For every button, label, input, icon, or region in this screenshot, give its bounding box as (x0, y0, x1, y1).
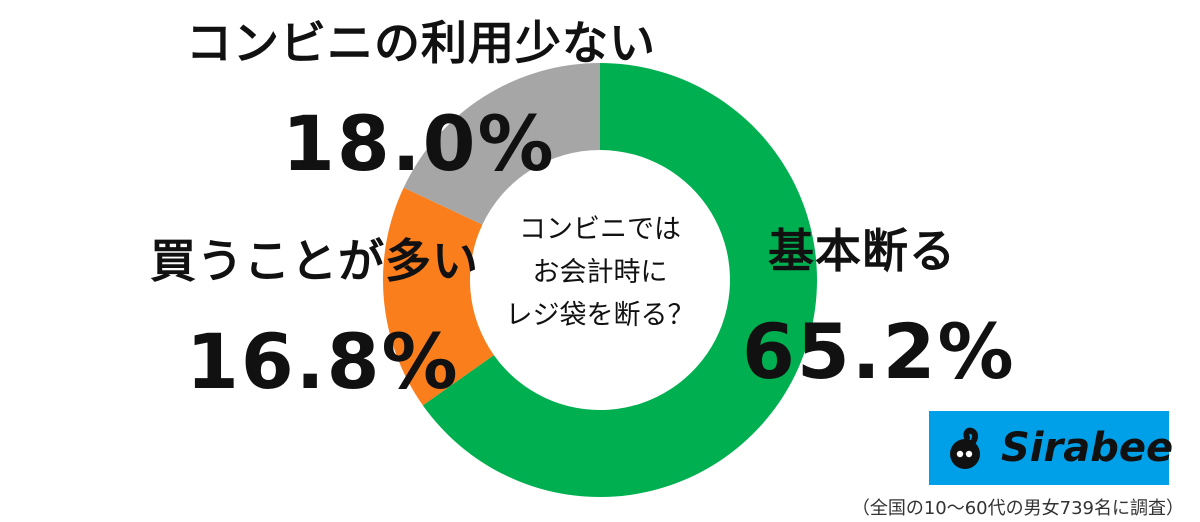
donut-slice-mostly-refuse (422, 63, 817, 497)
slice-name-often-buy: 買うことが多い (150, 234, 479, 288)
slice-percent-often-buy: 16.8% (186, 317, 460, 406)
donut-center-question: コンビニでは お会計時に レジ袋を断る？ (470, 208, 730, 337)
slice-percent-mostly-refuse: 65.2% (742, 307, 1016, 396)
donut-slice-often-buy (383, 187, 494, 406)
slice-percent-rarely-use: 18.0% (282, 99, 556, 188)
center-line-1: コンビニでは (519, 214, 681, 245)
slice-label-mostly-refuse: 基本断る 65.2% (742, 224, 1016, 390)
slice-label-rarely-use: コンビニの利用少ない 18.0% (186, 20, 656, 182)
center-line-2: お会計時に (532, 257, 668, 288)
logo-wordmark: Sirabee (1001, 425, 1174, 471)
sirabee-logo: Sirabee (929, 411, 1173, 485)
slice-name-rarely-use: コンビニの利用少ない (186, 16, 656, 70)
sirabee-mascot-icon (950, 427, 980, 469)
center-line-3: レジ袋を断る？ (505, 300, 695, 331)
survey-footnote: （全国の10〜60代の男女739名に調査） (851, 498, 1184, 519)
donut-slice-rarely-use (403, 62, 600, 225)
slice-label-often-buy: 買うことが多い 16.8% (150, 238, 479, 400)
slice-name-mostly-refuse: 基本断る (768, 224, 956, 278)
